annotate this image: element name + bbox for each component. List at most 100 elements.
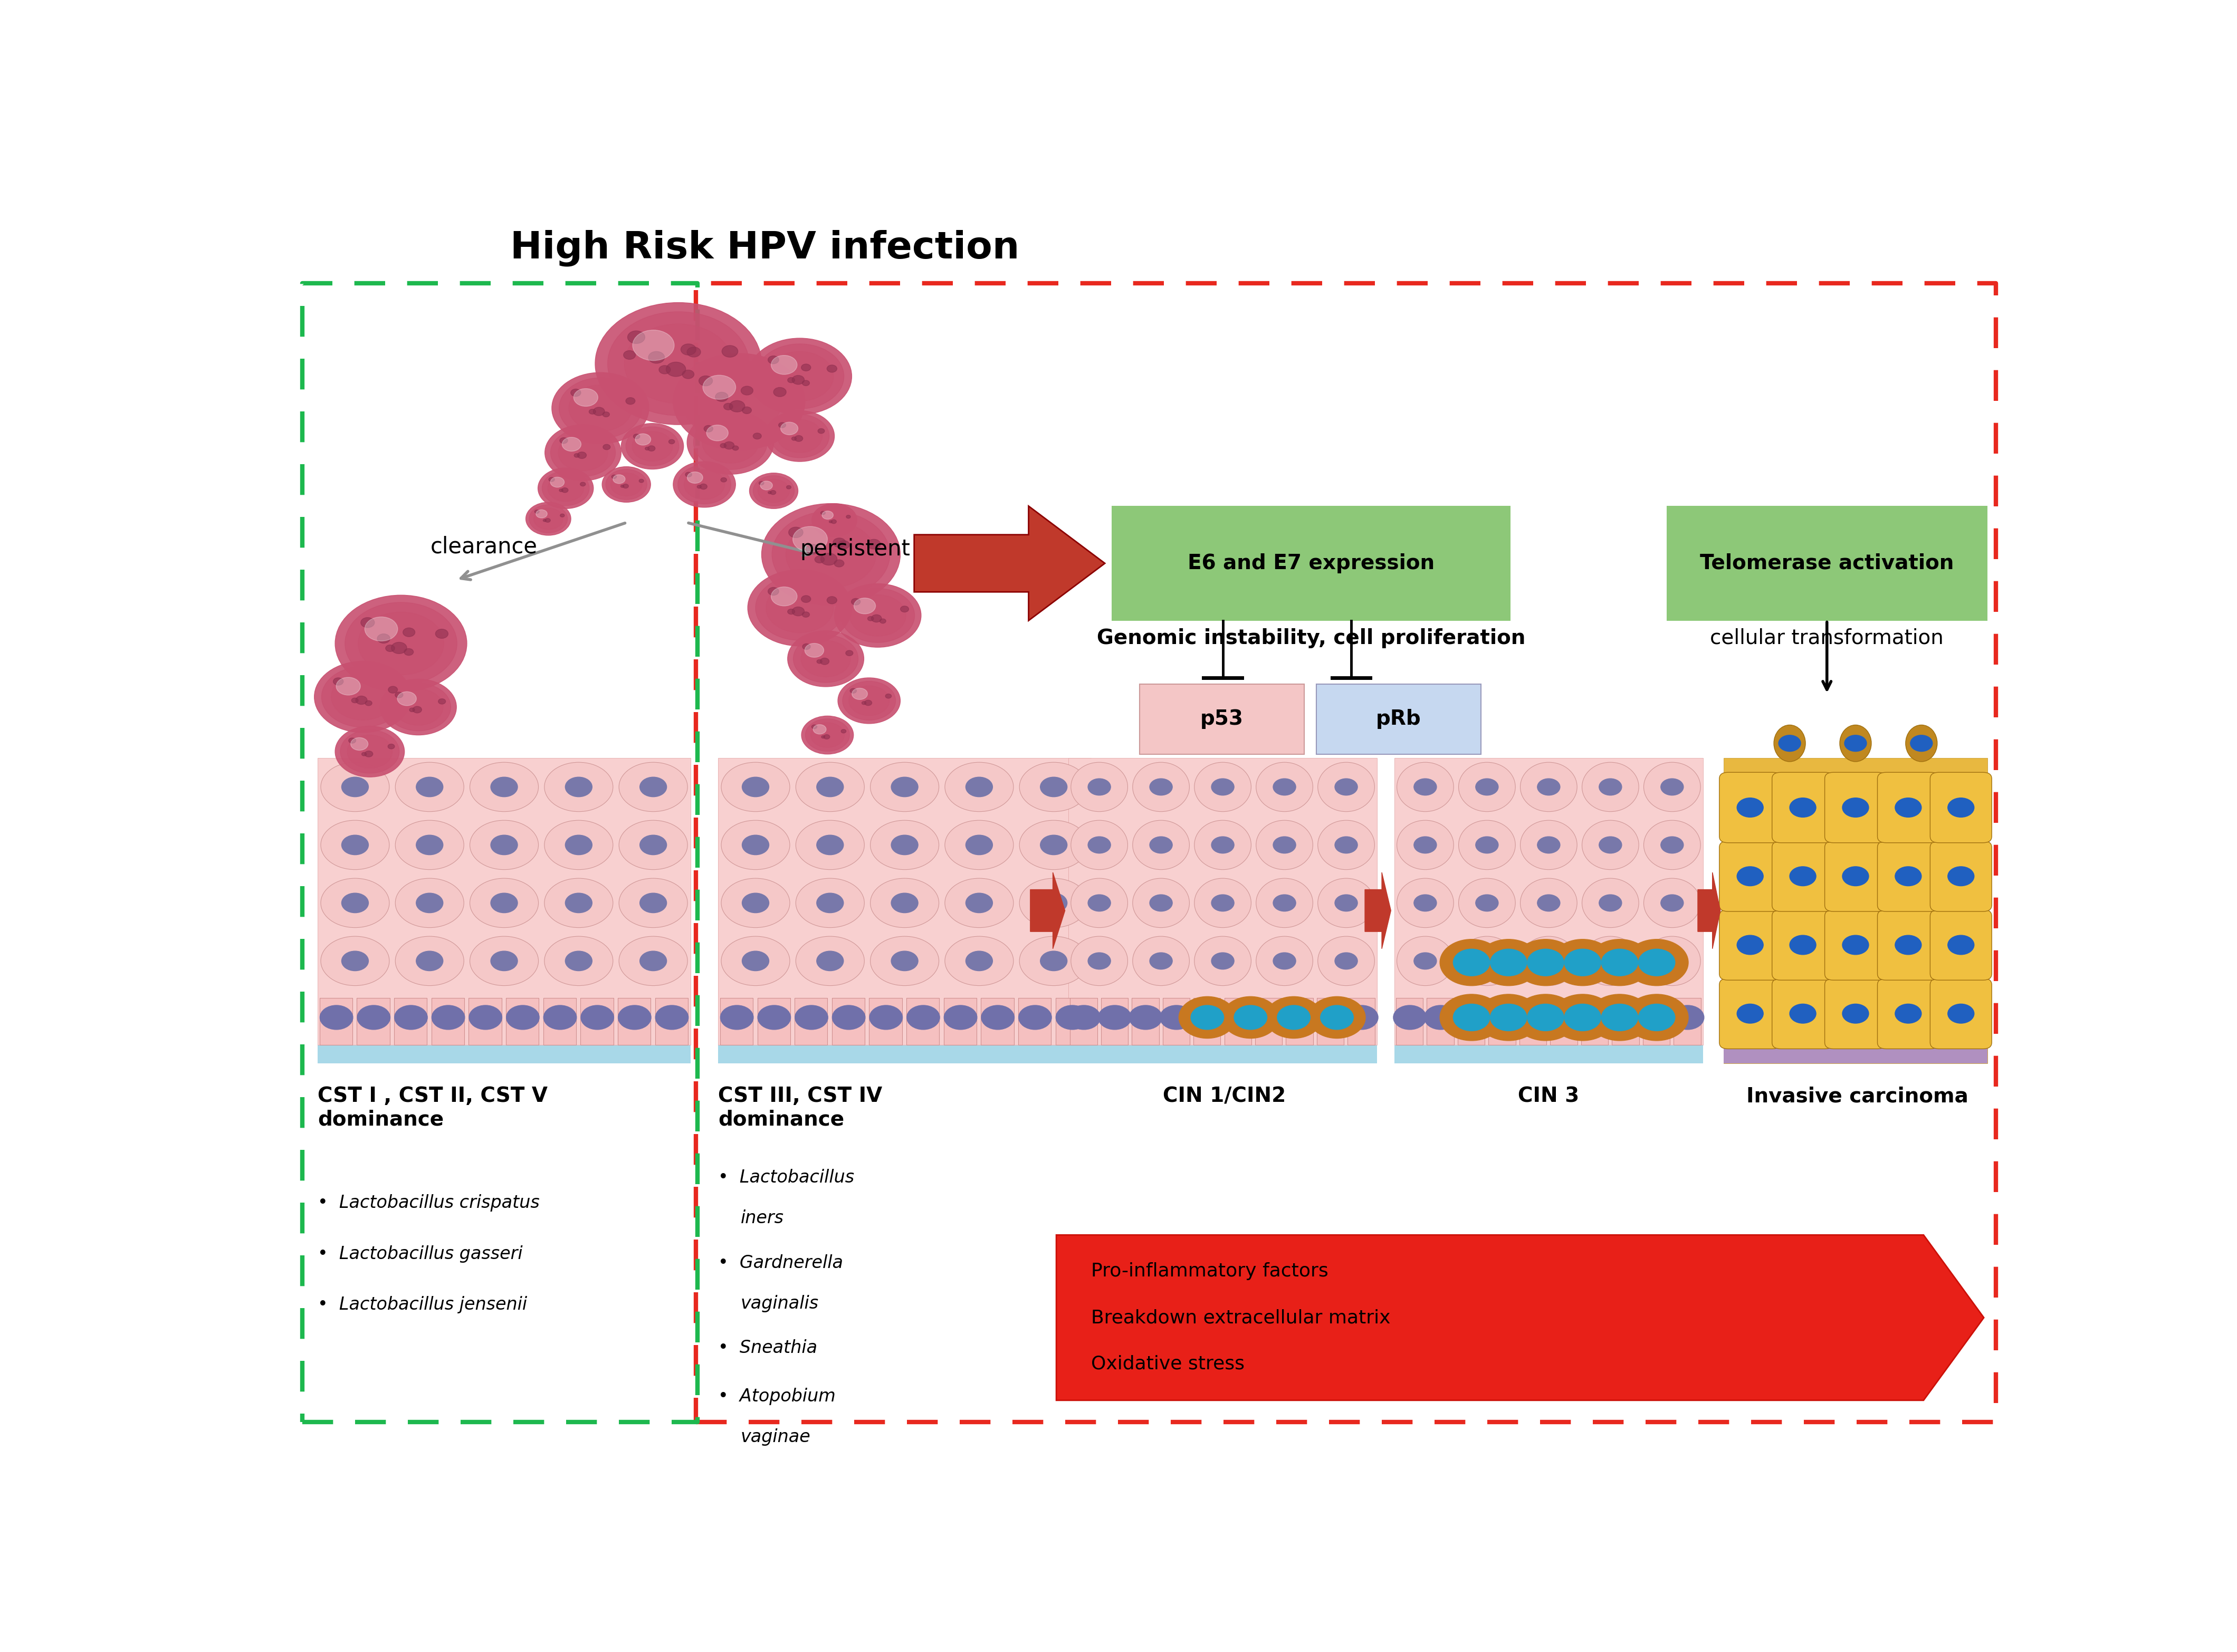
Circle shape (673, 354, 805, 449)
Ellipse shape (720, 879, 790, 928)
Circle shape (731, 446, 738, 451)
Circle shape (1843, 935, 1868, 955)
FancyBboxPatch shape (1318, 998, 1344, 1046)
Ellipse shape (1195, 762, 1250, 811)
Ellipse shape (1195, 937, 1250, 986)
FancyBboxPatch shape (1255, 998, 1282, 1046)
Circle shape (342, 834, 369, 854)
Circle shape (640, 479, 644, 482)
Circle shape (832, 520, 837, 524)
FancyBboxPatch shape (655, 998, 689, 1046)
Circle shape (490, 776, 517, 796)
Circle shape (832, 1006, 866, 1029)
Circle shape (1537, 836, 1559, 854)
Ellipse shape (1582, 821, 1640, 869)
FancyBboxPatch shape (320, 998, 353, 1046)
Ellipse shape (1644, 937, 1700, 986)
Text: •  Atopobium: • Atopobium (718, 1388, 837, 1404)
Circle shape (812, 504, 857, 537)
Text: Invasive carcinoma: Invasive carcinoma (1747, 1085, 1969, 1107)
Circle shape (1087, 895, 1110, 912)
Circle shape (537, 468, 593, 509)
Circle shape (1414, 778, 1436, 795)
Circle shape (624, 350, 635, 360)
Circle shape (1221, 1006, 1255, 1029)
Ellipse shape (796, 879, 863, 928)
FancyBboxPatch shape (1427, 998, 1454, 1046)
Circle shape (1273, 836, 1295, 854)
Bar (1069, 1046, 1378, 1064)
Circle shape (1514, 995, 1577, 1041)
Bar (1394, 1046, 1702, 1064)
Circle shape (805, 719, 850, 752)
Circle shape (1588, 995, 1651, 1041)
FancyBboxPatch shape (1931, 773, 1991, 843)
Bar (1725, 1047, 1986, 1064)
Circle shape (336, 595, 468, 692)
FancyBboxPatch shape (1720, 773, 1781, 843)
Circle shape (828, 365, 837, 372)
Circle shape (700, 484, 707, 489)
FancyBboxPatch shape (582, 998, 613, 1046)
Circle shape (821, 510, 825, 515)
FancyBboxPatch shape (358, 998, 389, 1046)
Circle shape (396, 692, 403, 697)
Circle shape (720, 477, 727, 482)
Circle shape (606, 469, 646, 499)
Circle shape (1550, 995, 1615, 1041)
FancyBboxPatch shape (1772, 773, 1834, 843)
Circle shape (360, 618, 374, 628)
Circle shape (336, 727, 405, 776)
Ellipse shape (1839, 725, 1872, 762)
Circle shape (1579, 1006, 1611, 1029)
Ellipse shape (720, 762, 790, 811)
Ellipse shape (1072, 762, 1127, 811)
FancyBboxPatch shape (1488, 998, 1517, 1046)
Circle shape (416, 894, 443, 914)
Ellipse shape (470, 879, 539, 928)
FancyBboxPatch shape (1101, 998, 1127, 1046)
Ellipse shape (1459, 879, 1514, 928)
Circle shape (398, 692, 416, 705)
Circle shape (787, 486, 792, 489)
Circle shape (776, 420, 823, 453)
Text: clearance: clearance (432, 535, 537, 558)
Circle shape (1624, 940, 1689, 986)
Circle shape (342, 952, 369, 971)
Ellipse shape (1521, 762, 1577, 811)
Circle shape (387, 743, 394, 748)
Circle shape (649, 446, 655, 451)
Circle shape (541, 471, 588, 506)
Circle shape (1335, 953, 1358, 970)
Ellipse shape (470, 821, 539, 869)
Circle shape (1476, 940, 1541, 986)
Circle shape (1040, 834, 1067, 854)
Circle shape (470, 1006, 501, 1029)
Circle shape (821, 735, 825, 738)
Text: •  Gardnerella: • Gardnerella (718, 1254, 843, 1272)
Circle shape (846, 651, 852, 656)
Circle shape (1514, 940, 1577, 986)
Circle shape (416, 776, 443, 796)
Text: High Risk HPV infection: High Risk HPV infection (510, 230, 1020, 266)
Circle shape (1179, 996, 1235, 1039)
Circle shape (1454, 948, 1490, 976)
Circle shape (570, 388, 582, 396)
Ellipse shape (1521, 821, 1577, 869)
Circle shape (387, 684, 450, 730)
Circle shape (693, 415, 767, 469)
Text: pRb: pRb (1376, 709, 1420, 729)
FancyBboxPatch shape (906, 998, 940, 1046)
Circle shape (566, 952, 593, 971)
Ellipse shape (470, 762, 539, 811)
Circle shape (530, 506, 568, 534)
Bar (718, 1046, 1092, 1064)
Text: Telomerase activation: Telomerase activation (1700, 553, 1953, 573)
Circle shape (342, 776, 369, 796)
Circle shape (378, 634, 389, 643)
Circle shape (438, 699, 445, 704)
Circle shape (696, 370, 783, 433)
Text: CIN 3: CIN 3 (1519, 1085, 1579, 1107)
Circle shape (1454, 1004, 1490, 1031)
Circle shape (566, 834, 593, 854)
